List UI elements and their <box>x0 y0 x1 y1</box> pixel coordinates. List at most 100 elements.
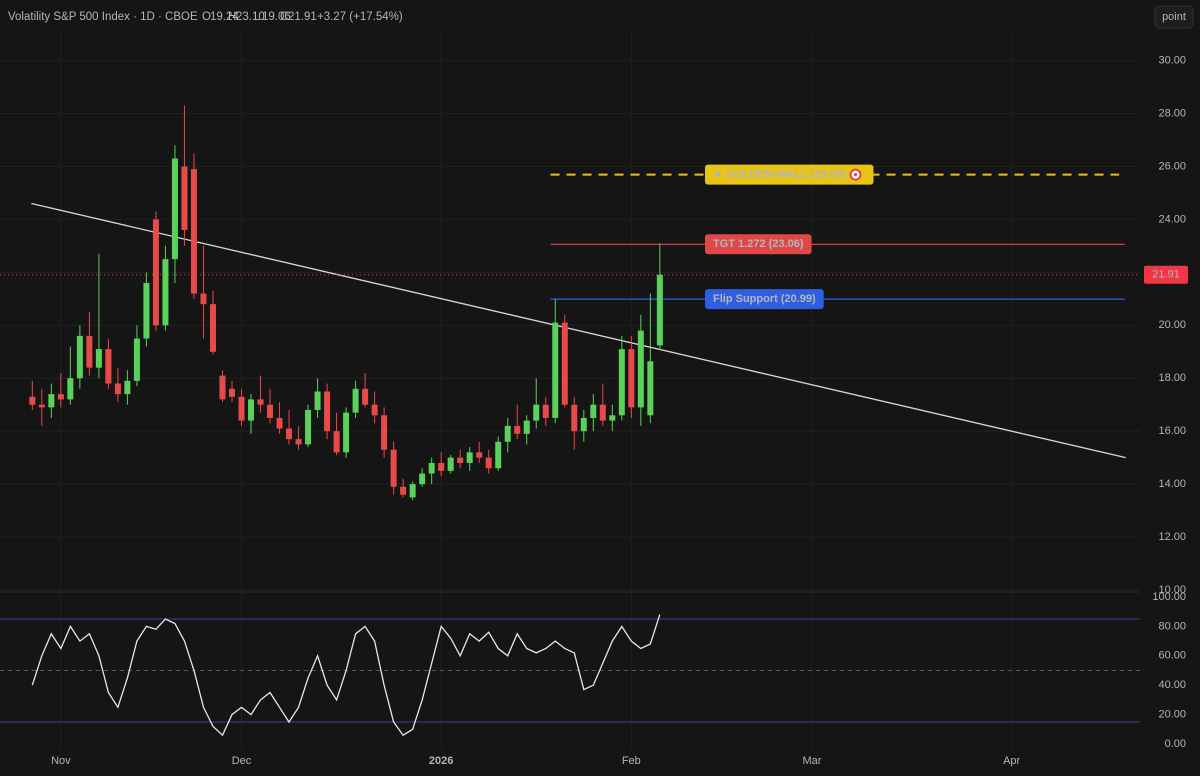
button[interactable] <box>1154 5 1194 29</box>
candle-body <box>466 452 473 463</box>
candle-body <box>609 415 616 421</box>
candle-body <box>162 259 169 326</box>
candle-body <box>295 439 302 445</box>
candle-body <box>67 378 74 400</box>
osc-tick-label: 0.00 <box>1165 738 1186 750</box>
candle-body <box>86 335 93 368</box>
candle-body <box>352 388 359 413</box>
candle-body <box>133 338 140 381</box>
candle-body <box>628 349 635 408</box>
candle-body <box>238 396 245 421</box>
oscillator-line <box>31 614 661 737</box>
candle-body <box>286 428 293 440</box>
candle-body <box>571 404 578 432</box>
candle-body <box>428 462 435 474</box>
candle-body <box>523 420 530 434</box>
candle-body <box>390 449 397 487</box>
candle-body <box>124 380 131 395</box>
candle-body <box>599 404 606 421</box>
level-label: Flip Support (20.99) <box>713 293 816 305</box>
candle-body <box>48 394 55 408</box>
candle-body <box>228 388 235 397</box>
candle-body <box>209 304 216 352</box>
x-tick-label: Apr <box>1003 755 1020 767</box>
y-tick-label: 10.00 <box>1158 584 1186 596</box>
candle-body <box>447 457 454 471</box>
candle-body <box>143 282 150 339</box>
candle-body <box>76 335 83 379</box>
trendline <box>31 202 1126 459</box>
last-price-box <box>1144 265 1188 284</box>
y-tick-label: 18.00 <box>1158 372 1186 384</box>
candle-body <box>267 404 274 418</box>
candle-body <box>371 404 378 416</box>
candle-body <box>514 425 521 434</box>
candle-body <box>476 452 483 458</box>
candle-body <box>219 375 226 400</box>
ohlc-header: O 19.24H 23.10L 19.06C 21.91 +3.27 (+17.54%) <box>202 11 403 23</box>
candle-body <box>438 462 445 471</box>
candle-body <box>485 457 492 469</box>
level-label: ★ GOLDEN-WALL (25.69) <box>713 169 846 181</box>
y-tick-label: 12.00 <box>1158 531 1186 543</box>
level-label-box <box>705 164 874 185</box>
y-tick-label: 26.00 <box>1158 160 1186 172</box>
x-tick-label: Nov <box>51 755 71 767</box>
candle-body <box>561 322 568 405</box>
candle-body <box>542 404 549 418</box>
candle-body <box>637 330 644 408</box>
candle-body <box>29 396 36 405</box>
target-icon-core <box>853 173 858 177</box>
candle-body <box>590 404 597 418</box>
candle-body <box>495 441 502 469</box>
candle-body <box>200 293 207 305</box>
candle-body <box>190 169 197 294</box>
y-tick-label: 28.00 <box>1158 107 1186 119</box>
candle-body <box>343 412 350 453</box>
candle-body <box>656 274 663 346</box>
candle-body <box>580 417 587 432</box>
osc-tick-label: 60.00 <box>1158 650 1186 662</box>
button-label[interactable]: point <box>1162 11 1186 23</box>
candle-body <box>105 349 112 384</box>
plot: ★ GOLDEN-WALL (25.69) TGT 1.272 (23.06) Fl… <box>0 105 1140 737</box>
ohlc-key: L <box>254 11 261 23</box>
ohlc-key: C <box>280 11 288 23</box>
level-label-box <box>705 234 812 255</box>
osc-tick-label: 80.00 <box>1158 620 1186 632</box>
candle-body <box>95 349 102 368</box>
x-tick-label: Feb <box>622 755 641 767</box>
osc-tick-label: 40.00 <box>1158 679 1186 691</box>
candle-body <box>333 431 340 453</box>
level-label-box <box>705 289 824 310</box>
candle-body <box>647 361 654 416</box>
candle-body <box>314 391 321 410</box>
candle-body <box>552 322 559 418</box>
ohlc-key: H <box>228 11 236 23</box>
ohlc-value: 23.10 <box>236 11 265 23</box>
ohlc-value: 21.91 <box>288 11 317 23</box>
x-tick-label: Mar <box>803 755 822 767</box>
chart-title: Volatility S&P 500 Index · 1D · CBOE <box>8 11 198 23</box>
ohlc-change: +3.27 (+17.54%) <box>317 11 403 23</box>
candle-body <box>171 158 178 260</box>
candle-body <box>114 383 121 395</box>
candle-body <box>181 166 188 230</box>
ohlc-value: 19.24 <box>210 11 239 23</box>
y-tick-label: 24.00 <box>1158 213 1186 225</box>
y-tick-label: 30.00 <box>1158 54 1186 66</box>
candle-body <box>400 486 407 495</box>
candle-body <box>618 349 625 416</box>
level-label: TGT 1.272 (23.06) <box>713 238 804 250</box>
x-tick-label: Dec <box>232 755 252 767</box>
osc-tick-label: 100.00 <box>1152 591 1186 603</box>
osc-tick-label: 20.00 <box>1158 709 1186 721</box>
candle-body <box>419 473 426 485</box>
candle-body <box>381 415 388 450</box>
candle-body <box>409 484 416 498</box>
ohlc-value: 19.06 <box>262 11 291 23</box>
y-tick-label: 20.00 <box>1158 319 1186 331</box>
candle-body <box>504 425 511 442</box>
